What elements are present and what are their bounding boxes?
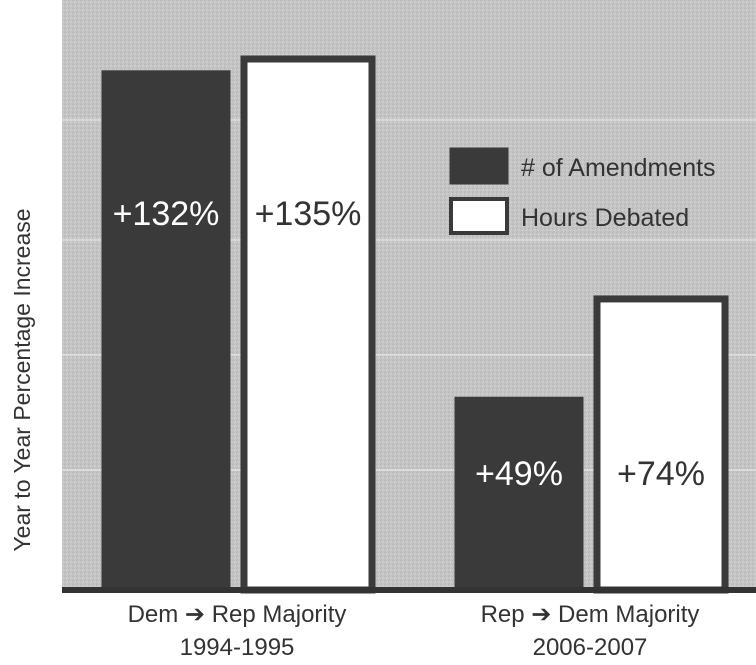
bar-value-label: +74% [617,455,705,493]
legend: # of Amendments Hours Debated [449,147,716,235]
bar-hours-0 [240,55,376,594]
bar-amendments-1 [454,396,584,591]
legend-swatch-amendments [449,147,509,185]
bar-value-label: +49% [475,455,563,493]
bar-labels: +132% +49% +135% +74% [113,195,705,493]
legend-label-amendments: # of Amendments [521,154,716,182]
x-tick-labels: Dem ➔ Rep Majority 1994-1995 Rep ➔ Dem Maj… [128,601,700,661]
y-axis-label: Year to Year Percentage Increase [9,208,35,551]
legend-label-hours: Hours Debated [521,204,689,232]
x-tick-label-line1: Dem ➔ Rep Majority [128,601,347,628]
bars [101,55,729,594]
x-tick-label-line2: 1994-1995 [180,634,295,661]
bar-amendments-0 [101,70,231,591]
bar-hours-1 [593,295,729,594]
x-tick-label-line2: 2006-2007 [533,634,648,661]
bar-value-label: +132% [113,195,220,233]
legend-swatch-hours [449,197,509,235]
x-tick-label-line1: Rep ➔ Dem Majority [481,601,700,628]
bar-value-label: +135% [255,195,362,233]
